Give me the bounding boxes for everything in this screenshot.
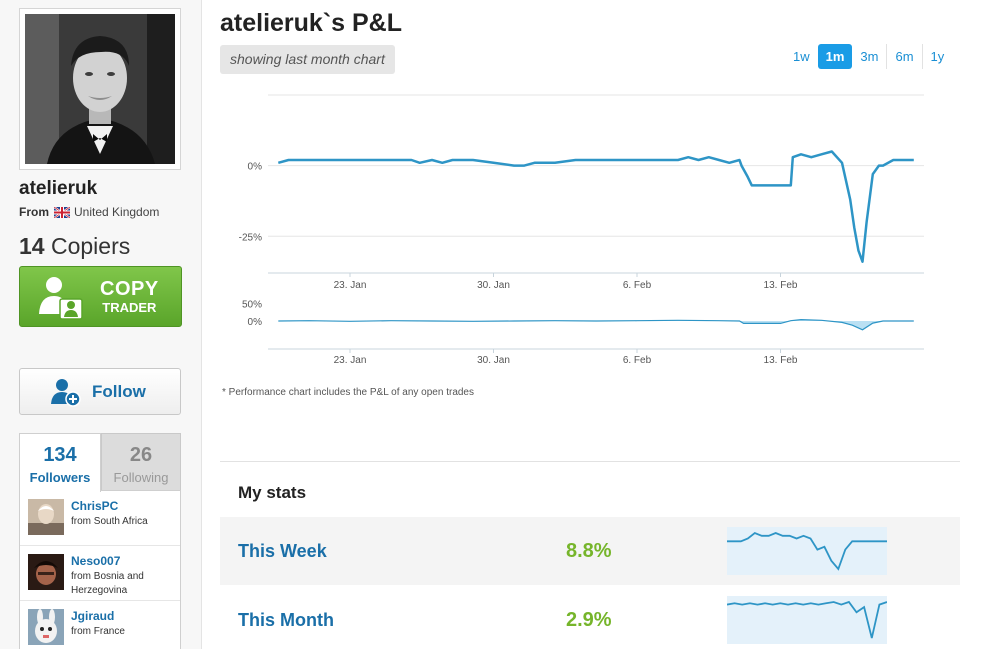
tab-1m[interactable]: 1m — [817, 44, 853, 69]
copy-trader-button[interactable]: COPY TRADER — [19, 266, 182, 327]
copy-people-icon — [39, 276, 83, 320]
list-item[interactable]: Jgiraud from France — [20, 601, 180, 649]
tab-1y[interactable]: 1y — [921, 44, 953, 69]
stat-value: 8.8% — [566, 539, 612, 562]
tab-6m[interactable]: 6m — [886, 44, 921, 69]
stat-row-this-week[interactable]: This Week 8.8% — [220, 517, 960, 585]
stat-label: This Week — [238, 540, 327, 561]
tab-followers[interactable]: 134 Followers — [19, 433, 101, 492]
week-sparkline — [727, 527, 887, 575]
x-tick-label: 30. Jan — [477, 280, 510, 291]
profile-photo — [25, 14, 175, 164]
tab-3m[interactable]: 3m — [860, 49, 879, 64]
social-tabs: 134 Followers 26 Following — [19, 433, 181, 492]
x-tick-label: 30. Jan — [477, 355, 510, 366]
stats-heading: My stats — [238, 483, 307, 502]
username: atelieruk — [19, 178, 98, 199]
y-tick-label: 0% — [248, 162, 263, 173]
following-label: Following — [113, 470, 169, 485]
x-tick-label: 23. Jan — [334, 355, 367, 366]
follower-name[interactable]: Neso007 — [71, 554, 121, 568]
x-tick-label: 6. Feb — [623, 355, 652, 366]
tab-following[interactable]: 26 Following — [101, 433, 181, 491]
followers-count: 134 — [43, 444, 77, 466]
avatar — [19, 8, 181, 170]
sparkline-line — [727, 531, 887, 571]
page-title: atelieruk`s P&L — [220, 9, 403, 37]
copiers-label: Copiers — [50, 233, 131, 259]
trader-label: TRADER — [102, 300, 157, 315]
chart-footnote: * Performance chart includes the P&L of … — [222, 387, 474, 398]
series-line — [277, 150, 914, 263]
follower-name[interactable]: Jgiraud — [71, 609, 115, 623]
x-tick-label: 23. Jan — [334, 280, 367, 291]
follower-location: from France — [71, 626, 125, 637]
pnl-chart: 0% -25% 23. Jan 30. Jan 6. Feb 13. Feb 50% 0% 23… — [239, 94, 924, 366]
sparkline-line — [727, 600, 887, 639]
follow-label: Follow — [92, 381, 146, 401]
followers-list: ChrisPC from South Africa Neso007 from B… — [19, 490, 181, 649]
follower-location: from Bosnia and Herzegovina — [71, 571, 144, 596]
y-tick-label: -25% — [239, 232, 262, 243]
following-count: 26 — [129, 444, 153, 466]
country-name: United Kingdom — [74, 205, 160, 219]
series-area — [278, 319, 914, 330]
list-item[interactable]: Neso007 from Bosnia and Herzegovina — [20, 546, 180, 601]
follow-button[interactable]: Follow — [19, 368, 181, 415]
follower-avatar — [28, 499, 64, 535]
copiers-count: 14 Copiers — [19, 233, 130, 260]
stat-row-this-month[interactable]: This Month 2.9% — [220, 586, 960, 649]
copiers-number: 14 — [19, 233, 45, 259]
profile-sidebar: atelieruk From United Kingdom 14 Copiers… — [0, 0, 202, 649]
x-tick-label: 6. Feb — [623, 280, 652, 291]
follower-location: from South Africa — [71, 516, 148, 527]
follower-avatar — [28, 554, 64, 590]
tab-1w[interactable]: 1w — [793, 49, 810, 64]
y-tick-label: 0% — [248, 317, 263, 328]
divider — [220, 461, 960, 462]
stat-label: This Month — [238, 609, 334, 630]
country-row: From United Kingdom — [19, 205, 159, 219]
from-label: From — [19, 205, 49, 219]
stat-value: 2.9% — [566, 608, 612, 631]
x-tick-label: 13. Feb — [764, 280, 798, 291]
y-tick-label: 50% — [242, 300, 262, 311]
list-item[interactable]: ChrisPC from South Africa — [20, 491, 180, 546]
range-badge: showing last month chart — [220, 45, 395, 74]
sparkline-bg — [727, 527, 887, 575]
copy-label: COPY — [100, 278, 159, 300]
x-tick-label: 13. Feb — [764, 355, 798, 366]
period-tabs: 1w 1m 3m 6m 1y — [785, 44, 952, 69]
add-user-icon — [51, 378, 81, 407]
follower-name[interactable]: ChrisPC — [71, 499, 119, 513]
uk-flag-icon — [54, 206, 70, 218]
followers-label: Followers — [29, 470, 91, 485]
follower-avatar — [28, 609, 64, 645]
month-sparkline — [727, 596, 887, 644]
series-line — [278, 318, 914, 331]
